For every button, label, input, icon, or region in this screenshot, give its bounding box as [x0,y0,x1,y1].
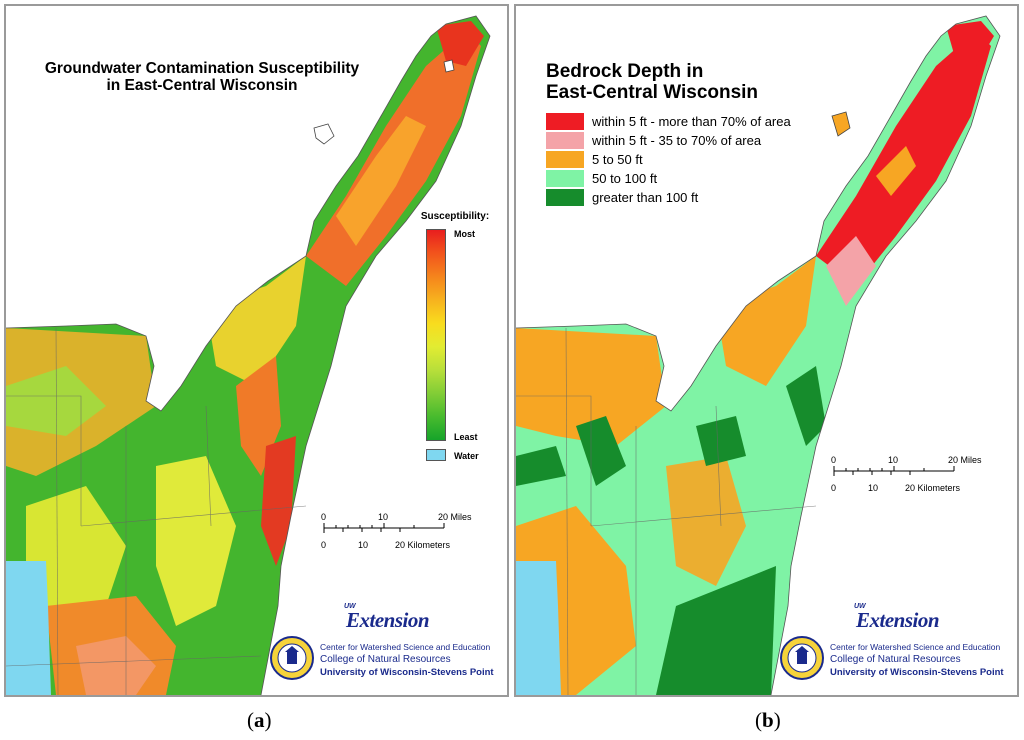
university-seal-icon [780,636,824,680]
scale-bar-ruler [833,466,955,476]
legend-swatch [546,189,584,206]
credit-center: Center for Watershed Science and Educati… [320,642,491,652]
legend-least-label: Least [454,432,478,442]
credit-university: University of Wisconsin-Stevens Point [320,667,494,678]
map-title: Groundwater Contamination Susceptibility… [22,60,382,94]
legend-swatch [546,170,584,187]
credit-university: University of Wisconsin-Stevens Point [830,667,1004,678]
scale-km-20: 20 Kilometers [395,540,451,550]
susceptibility-map [6,15,491,695]
scale-km-10: 10 [868,483,879,493]
lake-winnebago-water [6,561,51,695]
credits-block: UW Extension Center for Watershed Scienc… [780,603,1017,688]
title-line-1: Groundwater Contamination Susceptibility [44,60,360,77]
title-line-1: Bedrock Depth in [546,61,704,82]
scale-km-20: 20 Kilometers [905,483,961,493]
title-line-2: in East-Central Wisconsin [106,77,298,95]
scale-miles-10: 10 [378,512,389,522]
scale-km-0: 0 [831,483,837,493]
scale-miles-10: 10 [888,455,899,465]
legend-label: greater than 100 ft [592,190,699,205]
credit-college: College of Natural Resources [320,654,451,665]
lake-winnebago-water [516,561,561,695]
map-panel-bedrock-depth: Bedrock Depth in East-Central Wisconsin … [514,4,1019,697]
susceptibility-color-ramp [426,229,446,441]
university-seal-icon [270,636,314,680]
legend-label: within 5 ft - more than 70% of area [592,114,791,129]
legend-swatch [546,132,584,149]
scale-bar-ruler [323,523,445,533]
scale-miles-20: 20 Miles [948,455,982,465]
legend-item: within 5 ft - more than 70% of area [546,112,791,131]
legend-item: 5 to 50 ft [546,150,791,169]
scale-miles-20: 20 Miles [438,512,472,522]
title-line-2: East-Central Wisconsin [546,81,759,103]
scale-km-0: 0 [321,540,327,550]
legend-most-label: Most [454,229,475,239]
credit-college: College of Natural Resources [830,654,961,665]
credits-block: UW Extension Center for Watershed Scienc… [270,603,507,688]
water-swatch [426,449,446,461]
legend-item: within 5 ft - 35 to 70% of area [546,131,791,150]
panel-label-b: (b) [755,708,781,732]
scale-km-10: 10 [358,540,369,550]
legend-label: 50 to 100 ft [592,171,658,186]
legend-label: within 5 ft - 35 to 70% of area [592,133,762,148]
uw-extension-small: UW [344,603,356,610]
legend-swatch [546,113,584,130]
bedrock-depth-legend: within 5 ft - more than 70% of area with… [546,112,791,207]
scale-miles-0: 0 [831,455,837,465]
uw-extension-logo: Extension [346,608,430,632]
legend-swatch [546,151,584,168]
susceptibility-legend: Susceptibility: Most Least Water [410,211,500,461]
map-title: Bedrock Depth in East-Central Wisconsin [546,61,759,104]
legend-label: 5 to 50 ft [592,152,643,167]
bedrock-depth-map [516,15,1001,695]
uw-extension-small: UW [854,603,866,610]
map-panel-susceptibility: Groundwater Contamination Susceptibility… [4,4,509,697]
scale-bar: 0 10 20 Miles 0 10 20 Kilometers [830,455,1000,495]
credit-center: Center for Watershed Science and Educati… [830,642,1001,652]
legend-water-label: Water [454,451,479,461]
panel-label-a: (a) [247,708,272,732]
scale-miles-0: 0 [321,512,327,522]
legend-item: greater than 100 ft [546,188,791,207]
scale-bar: 0 10 20 Miles 0 10 20 Kilometers [320,512,480,552]
legend-heading: Susceptibility: [420,211,490,222]
uw-extension-logo: Extension [856,608,940,632]
legend-item: 50 to 100 ft [546,169,791,188]
